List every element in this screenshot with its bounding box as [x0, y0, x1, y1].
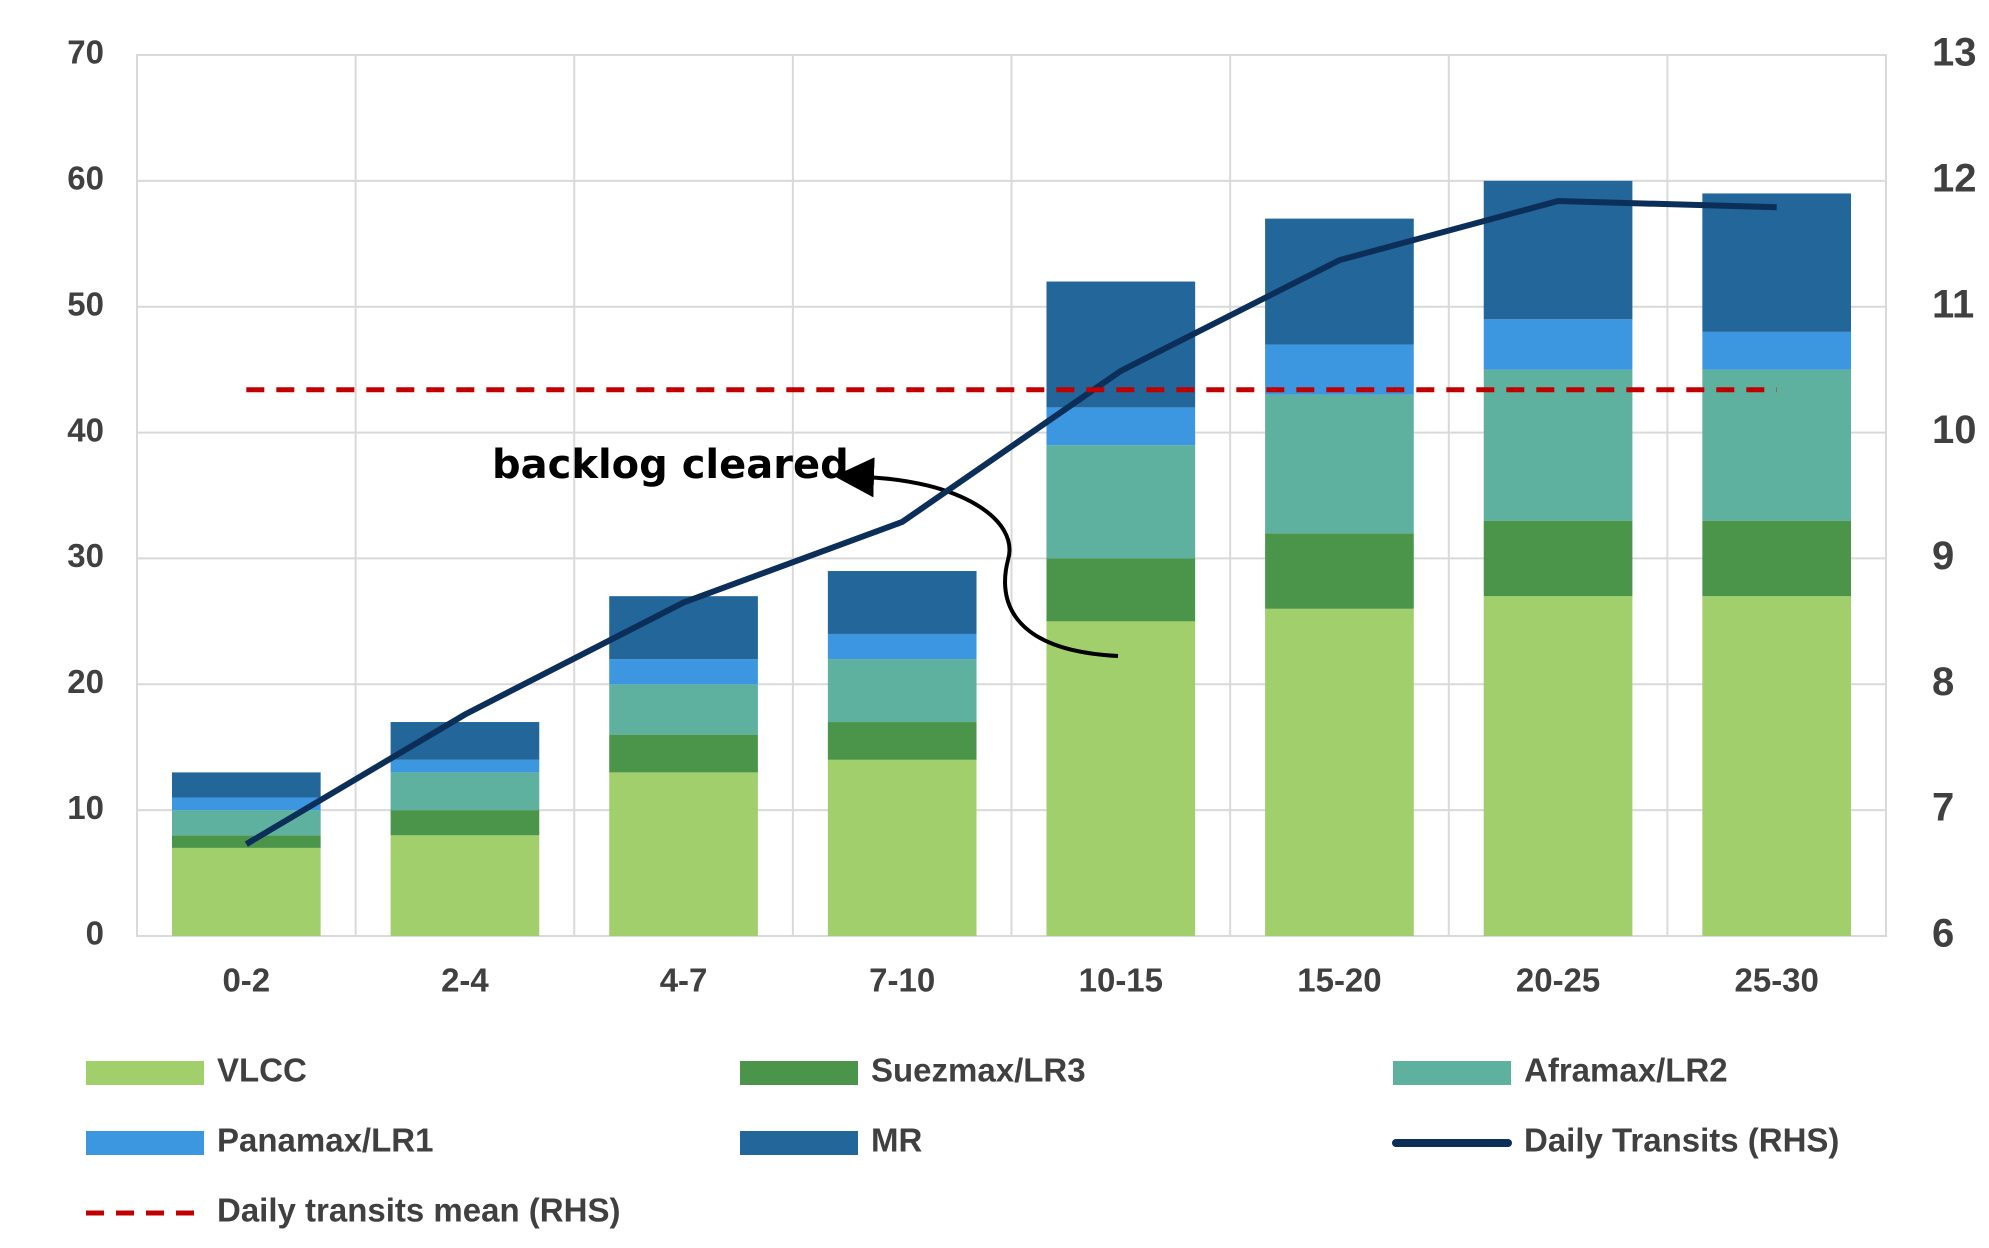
bar-segment — [1046, 445, 1196, 559]
bar-segment — [390, 835, 540, 936]
bar-segment — [171, 797, 321, 811]
bar-segment — [827, 659, 977, 723]
bar-segment — [1702, 193, 1852, 332]
legend-label: Daily transits mean (RHS) — [217, 1192, 620, 1229]
y-tick-label: 10 — [67, 789, 104, 826]
bar-segment — [390, 810, 540, 836]
y2-tick-label: 6 — [1932, 912, 1954, 956]
bar-segment — [609, 684, 758, 735]
y2-tick-label: 8 — [1932, 660, 1954, 704]
bars — [171, 180, 1852, 936]
bar-segment — [390, 759, 540, 773]
bar-segment — [827, 759, 977, 936]
y-tick-label: 30 — [67, 537, 104, 574]
bar-segment — [1046, 407, 1196, 446]
legend-label: VLCC — [217, 1052, 307, 1089]
bar-segment — [1483, 596, 1633, 936]
bar-segment — [1483, 520, 1633, 597]
bar-segment — [1046, 558, 1196, 622]
bar-segment — [1265, 218, 1414, 345]
y2-tick-label: 7 — [1932, 786, 1954, 830]
x-tick-label: 0-2 — [222, 962, 270, 999]
y2-tick-label: 12 — [1932, 156, 1977, 200]
bar-segment — [171, 847, 321, 936]
legend-label: Daily Transits (RHS) — [1524, 1122, 1839, 1159]
annotation: backlog cleared — [492, 442, 849, 488]
x-tick-label: 10-15 — [1079, 962, 1163, 999]
legend-swatch — [86, 1061, 204, 1085]
bar-segment — [1483, 369, 1633, 521]
bar-segment — [1265, 394, 1414, 534]
legend-label: Panamax/LR1 — [217, 1122, 433, 1159]
annotation-arrow — [834, 457, 1119, 658]
y-tick-label: 0 — [86, 915, 104, 952]
bar-segment — [1265, 344, 1414, 395]
bar-segment — [390, 772, 540, 811]
bar-segment — [1702, 369, 1852, 521]
x-tick-label: 20-25 — [1516, 962, 1600, 999]
x-tick-label: 4-7 — [660, 962, 708, 999]
bar-segment — [827, 571, 977, 634]
x-tick-label: 25-30 — [1734, 962, 1818, 999]
y2-tick-label: 11 — [1932, 282, 1974, 326]
y-tick-label: 70 — [67, 34, 104, 71]
bar-segment — [1702, 520, 1852, 597]
bar-segment — [1702, 596, 1852, 936]
bar-segment — [609, 734, 758, 773]
y-tick-label: 20 — [67, 663, 104, 700]
legend-swatch — [1393, 1061, 1511, 1085]
legend-label: Aframax/LR2 — [1524, 1052, 1728, 1089]
bar-segment — [1702, 331, 1852, 370]
bar-segment — [609, 772, 758, 936]
y2-tick-label: 13 — [1932, 31, 1977, 75]
bar-segment — [1265, 533, 1414, 609]
y-tick-label: 40 — [67, 411, 104, 448]
bar-segment — [827, 722, 977, 760]
bar-segment — [827, 633, 977, 660]
x-tick-label: 2-4 — [441, 962, 489, 999]
legend-swatch — [740, 1131, 858, 1155]
bar-segment — [1265, 608, 1414, 936]
legend-swatch — [86, 1131, 204, 1155]
bar-segment — [390, 722, 540, 760]
y-tick-label: 50 — [67, 285, 104, 322]
legend-swatch — [740, 1061, 858, 1085]
bar-segment — [1483, 319, 1633, 370]
x-tick-label: 7-10 — [869, 962, 935, 999]
y-tick-label: 60 — [67, 160, 104, 197]
bar-segment — [171, 772, 321, 798]
bar-segment — [609, 659, 758, 685]
legend-label: Suezmax/LR3 — [871, 1052, 1086, 1089]
y2-tick-label: 10 — [1932, 408, 1977, 452]
y2-tick-label: 9 — [1932, 534, 1954, 578]
bar-segment — [1046, 621, 1196, 936]
line-series — [244, 197, 1777, 847]
x-tick-label: 15-20 — [1297, 962, 1381, 999]
legend-label: MR — [871, 1122, 922, 1159]
